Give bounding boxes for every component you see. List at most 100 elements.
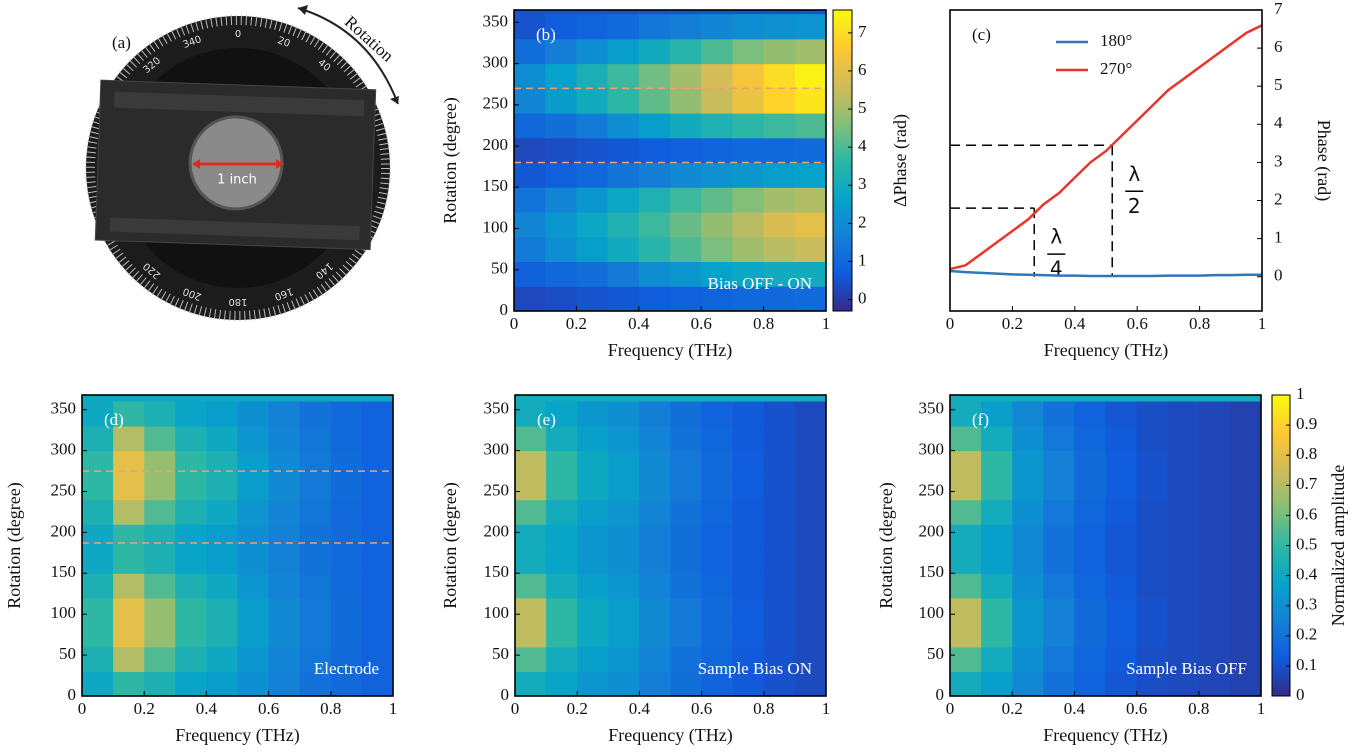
heat-cell bbox=[1167, 573, 1200, 599]
heat-cell bbox=[950, 450, 982, 476]
heat-cell bbox=[514, 88, 546, 114]
heat-cell bbox=[732, 597, 765, 623]
rotation-label: Rotation bbox=[341, 12, 398, 66]
x-tick-label: 0.8 bbox=[753, 699, 774, 718]
heat-cell bbox=[950, 646, 982, 672]
heat-cell bbox=[639, 426, 671, 452]
heat-cell bbox=[763, 646, 796, 672]
y-tick-label: 50 bbox=[492, 644, 509, 663]
heat-cell bbox=[577, 524, 609, 550]
y-tick-label: 200 bbox=[51, 521, 77, 540]
x-tick-label: 0.8 bbox=[1188, 699, 1209, 718]
heat-cell bbox=[113, 475, 145, 501]
heat-cell bbox=[670, 38, 702, 65]
heat-cell bbox=[670, 14, 702, 40]
y-tick-label: 100 bbox=[484, 603, 510, 622]
heat-cell bbox=[268, 475, 301, 501]
heat-cell bbox=[1105, 548, 1138, 574]
heat-cell bbox=[113, 450, 145, 476]
heat-cell bbox=[546, 548, 578, 574]
dial-label: 180 bbox=[228, 296, 247, 307]
y-tick-label: 100 bbox=[483, 217, 509, 236]
heat-cell bbox=[794, 212, 826, 238]
heat-cell bbox=[237, 524, 270, 550]
panel-label: (b) bbox=[536, 25, 556, 44]
heat-cell bbox=[1198, 548, 1231, 574]
heat-cell bbox=[794, 622, 826, 648]
heat-cell bbox=[515, 499, 547, 525]
y-tick-label: 150 bbox=[484, 562, 510, 581]
heat-cell bbox=[1043, 622, 1075, 648]
heat-cell bbox=[607, 187, 640, 213]
heat-cell bbox=[576, 14, 609, 40]
x-axis-label: Frequency (THz) bbox=[608, 340, 732, 361]
x-tick-label: 0 bbox=[511, 699, 520, 718]
y-tick-label: 150 bbox=[483, 176, 509, 195]
x-tick-label: 0 bbox=[946, 314, 955, 333]
y2-tick-label: 3 bbox=[1274, 151, 1283, 170]
heat-cell bbox=[268, 524, 301, 550]
heatmap bbox=[515, 395, 826, 696]
heat-cell bbox=[732, 499, 765, 525]
heat-cell bbox=[950, 426, 982, 452]
heat-cell bbox=[299, 524, 332, 550]
heat-cell bbox=[546, 401, 578, 427]
heat-cell bbox=[577, 622, 609, 648]
heat-cell bbox=[1167, 426, 1200, 452]
heat-cell bbox=[1136, 524, 1169, 550]
colorbar bbox=[832, 9, 853, 312]
heat-cell bbox=[1043, 475, 1075, 501]
heat-cell bbox=[1198, 524, 1231, 550]
heat-cell bbox=[639, 475, 671, 501]
heat-cell bbox=[607, 14, 640, 40]
x-tick-label: 0.2 bbox=[567, 699, 588, 718]
heat-cell bbox=[670, 236, 702, 263]
heat-cell bbox=[514, 286, 546, 311]
heat-cell bbox=[1074, 524, 1106, 550]
heat-cell bbox=[670, 88, 702, 114]
heat-cell bbox=[514, 63, 546, 89]
heat-cell bbox=[701, 38, 733, 65]
heat-cell bbox=[175, 475, 207, 501]
heat-cell bbox=[1198, 671, 1231, 696]
heat-cell bbox=[639, 401, 671, 427]
heat-cell bbox=[794, 286, 826, 311]
colorbar-tick-label: 0 bbox=[1296, 685, 1305, 704]
heat-cell bbox=[608, 548, 640, 574]
heat-cell bbox=[1012, 671, 1044, 696]
heat-cell bbox=[206, 597, 238, 623]
heat-cell bbox=[515, 548, 547, 574]
heat-cell bbox=[763, 236, 796, 263]
heat-cell bbox=[763, 597, 796, 623]
heat-cell bbox=[1074, 499, 1106, 525]
heat-cell bbox=[670, 573, 703, 599]
heat-cell bbox=[1012, 426, 1044, 452]
heat-cell bbox=[514, 38, 546, 65]
heat-cell bbox=[1012, 622, 1044, 648]
heat-cell bbox=[1074, 671, 1106, 696]
heat-cell bbox=[515, 524, 547, 550]
heat-cell bbox=[82, 671, 114, 696]
heat-cell bbox=[607, 113, 640, 139]
heat-cell bbox=[514, 113, 546, 139]
heat-cell bbox=[330, 499, 363, 525]
heat-cell bbox=[1043, 646, 1075, 672]
colorbar-tick-label: 0.5 bbox=[1296, 534, 1317, 553]
heat-cell bbox=[514, 187, 546, 213]
heat-cell bbox=[144, 597, 176, 623]
y-tick-label: 50 bbox=[59, 644, 76, 663]
heat-cell bbox=[1198, 646, 1231, 672]
heat-cell bbox=[763, 187, 796, 213]
heat-cell bbox=[82, 548, 114, 574]
heat-cell bbox=[1198, 426, 1231, 452]
heat-cell bbox=[514, 137, 546, 164]
heat-cell bbox=[1105, 450, 1138, 476]
heat-cell bbox=[144, 401, 176, 427]
colorbar-label: Normalized amplitude bbox=[1328, 465, 1348, 626]
heat-cell bbox=[1229, 475, 1261, 501]
heat-cell bbox=[268, 548, 301, 574]
heat-cell bbox=[794, 261, 826, 287]
heat-cell bbox=[545, 286, 577, 311]
heat-cell bbox=[268, 646, 301, 672]
heat-cell bbox=[237, 573, 270, 599]
